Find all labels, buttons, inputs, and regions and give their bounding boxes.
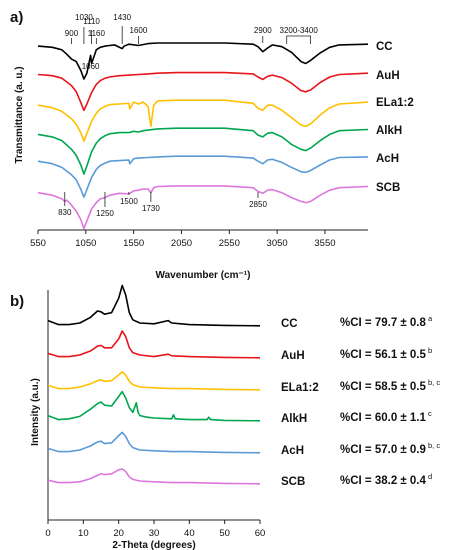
ftir-annotation-label: 1060 [82,62,100,71]
xrd-legend-label: ELa1:2 [281,382,319,394]
crystallinity-superscript: a [426,314,433,323]
crystallinity-label: %CI = 56.1 ± 0.5 b [340,346,432,361]
ftir-annotation-label: 3200-3400 [280,26,319,35]
ftir-legend-label: SCB [376,182,400,194]
xrd-legend-label: CC [281,318,298,330]
ftir-legend-label: ELa1:2 [376,97,414,109]
ftir-x-tick-label: 1050 [75,238,96,249]
ftir-annotation-label: 1250 [96,209,114,218]
xrd-series-SCB [47,468,261,485]
crystallinity-label: %CI = 38.2 ± 0.4 d [340,472,432,487]
crystallinity-superscript: d [426,472,432,481]
ftir-x-tick-label: 3550 [314,238,335,249]
ftir-series-AcH [37,155,369,198]
ftir-annotation-label: 1160 [88,29,106,38]
panel-label-b: b) [10,293,24,310]
ftir-legend-label: AcH [376,153,399,165]
ftir-annotation-label: 1730 [142,204,160,213]
ftir-x-axis-title: Wavenumber (cm⁻¹) [156,270,251,281]
ftir-annotation-label: 1430 [113,13,131,22]
xrd-panel: b) 0 10 20 30 40 50 60 2-Theta (degrees) Intensit… [10,284,440,550]
xrd-series-AlkH [47,390,261,422]
crystallinity-label: %CI = 79.7 ± 0.8 a [340,314,433,329]
ftir-annotation-label: 1110 [83,17,100,26]
xrd-x-tick-label: 50 [219,528,230,539]
ftir-annotation-label: 900 [65,29,79,38]
ftir-annotation-label: 1600 [130,26,148,35]
ftir-annotation-label: 830 [58,208,72,217]
ftir-annotation-label: 2900 [254,26,272,35]
ftir-legend-label: CC [376,41,393,53]
crystallinity-label: %CI = 60.0 ± 1.1 c [340,409,432,424]
ftir-annotation-label: 2850 [249,200,267,209]
ftir-series-AuH [37,71,369,112]
ftir-legend-label: AlkH [376,125,402,137]
ftir-legend-label: AuH [376,70,400,82]
xrd-series-AcH [47,431,261,454]
xrd-x-tick-label: 40 [184,528,195,539]
ftir-x-tick-label: 1550 [123,238,144,249]
xrd-legend-label: AcH [281,445,304,457]
ftir-x-tick-label: 3050 [267,238,288,249]
xrd-x-tick-label: 20 [113,528,124,539]
crystallinity-label: %CI = 57.0 ± 0.9 b, c [340,441,440,456]
crystallinity-superscript: b, c [426,378,440,387]
xrd-series-AuH [47,330,261,359]
crystallinity-superscript: b, c [426,441,440,450]
ftir-x-tick-label: 550 [30,238,46,249]
xrd-x-axis-title: 2-Theta (degrees) [112,540,195,550]
ftir-series-AlkH [37,127,369,175]
ftir-series-SCB [37,185,369,230]
ftir-series-CC [37,42,369,80]
xrd-x-tick-label: 10 [78,528,89,539]
xrd-x-tick-label: 30 [149,528,160,539]
crystallinity-label: %CI = 58.5 ± 0.5 b, c [340,378,440,393]
xrd-series-ELa1:2 [47,370,261,391]
ftir-annotation-label: 1500 [120,197,138,206]
xrd-legend-label: AlkH [281,413,307,425]
xrd-legend-label: AuH [281,350,305,362]
ftir-panel: a) 550 1050 1550 2050 2550 3050 3550 Wavenumber … [10,9,414,281]
xrd-x-tick-label: 0 [45,528,50,539]
panel-label-a: a) [10,9,23,26]
ftir-annotation-bracket [286,35,312,44]
xrd-y-axis-title: Intensity (a.u.) [30,378,41,446]
ftir-annotation-label: 1030 [75,13,93,22]
xrd-series-CC [47,284,261,327]
crystallinity-superscript: b [426,346,432,355]
crystallinity-superscript: c [426,409,432,418]
xrd-legend-label: SCB [281,476,305,488]
ftir-series-ELa1:2 [37,99,369,142]
ftir-y-axis-title: Transmittance (a. u.) [14,66,25,163]
xrd-x-tick-label: 60 [255,528,266,539]
ftir-x-tick-label: 2050 [171,238,192,249]
ftir-x-tick-label: 2550 [219,238,240,249]
